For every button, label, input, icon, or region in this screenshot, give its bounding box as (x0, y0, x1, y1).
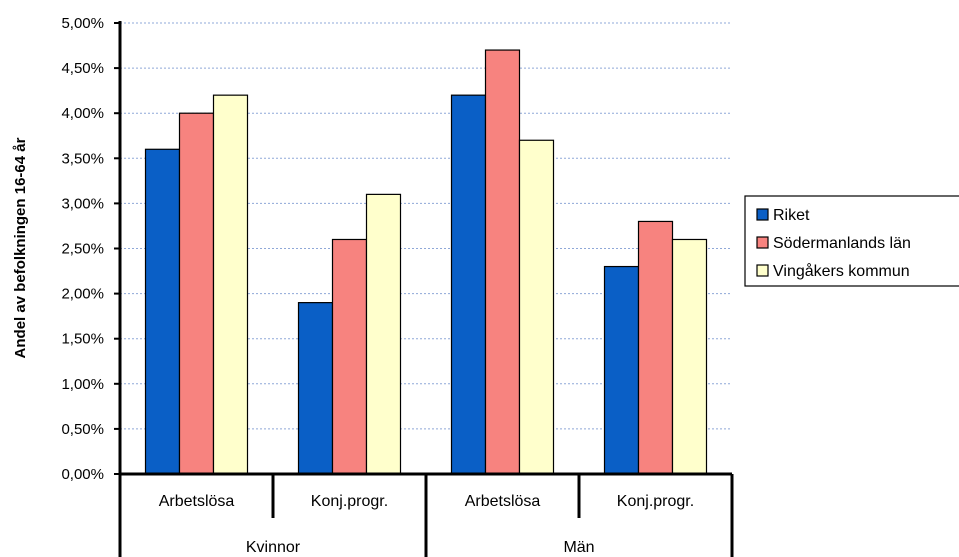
bar (331, 238, 368, 475)
legend-box (744, 195, 959, 287)
legend-swatch (756, 208, 769, 221)
legend-swatch (756, 236, 769, 249)
y-tick-label: 3,00% (61, 195, 104, 212)
legend-swatch (756, 264, 769, 277)
y-tick-label: 5,00% (61, 15, 104, 32)
y-tick-label: 1,50% (61, 331, 104, 348)
legend-label: Södermanlands län (773, 235, 911, 252)
bar (212, 94, 249, 475)
x-category-label: Konj.progr. (311, 493, 388, 510)
bar (297, 302, 334, 475)
y-tick-label: 0,00% (61, 466, 104, 483)
bar (450, 94, 487, 475)
legend-label: Riket (773, 207, 810, 224)
x-category-label: Konj.progr. (617, 493, 694, 510)
y-tick-label: 3,50% (61, 150, 104, 167)
legend: Riket Södermanlands län Vingåkers kommun (744, 195, 959, 287)
bar (365, 193, 402, 475)
bar (603, 265, 640, 475)
bar (484, 49, 521, 475)
y-tick-label: 4,00% (61, 105, 104, 122)
y-tick-label: 1,00% (61, 376, 104, 393)
x-group-label: Kvinnor (246, 539, 301, 556)
y-axis-label: Andel av befolkningen 16-64 år (12, 137, 29, 358)
legend-label: Vingåkers kommun (773, 262, 910, 280)
axes (114, 21, 734, 557)
x-category-labels: Arbetslösa Konj.progr. Arbetslösa Konj.prog… (159, 493, 694, 556)
y-tick-label: 2,50% (61, 241, 104, 258)
bar (671, 238, 708, 475)
x-category-label: Arbetslösa (159, 493, 235, 510)
bar (518, 139, 555, 475)
x-group-label: Män (563, 539, 594, 556)
y-tick-label: 0,50% (61, 421, 104, 438)
x-category-label: Arbetslösa (465, 493, 541, 510)
y-tick-label: 2,00% (61, 286, 104, 303)
y-tick-label: 4,50% (61, 60, 104, 77)
y-tick-labels: 0,00% 0,50% 1,00% 1,50% 2,00% 2,50% 3,00% 3,50%… (61, 15, 104, 483)
bar (637, 220, 674, 475)
bar (178, 112, 215, 475)
bar (144, 148, 181, 475)
